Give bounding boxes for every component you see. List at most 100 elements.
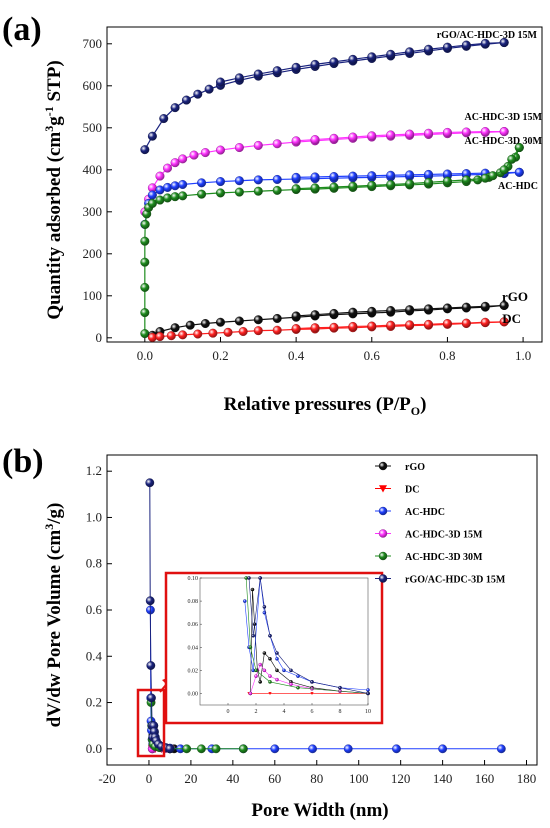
a-data-point: [178, 179, 188, 189]
label-ac-hdc: AC-HDC: [498, 181, 538, 192]
inset-y-tick-label: 0.04: [188, 645, 199, 651]
b-data-point: [196, 744, 206, 754]
a-data-point: [367, 180, 377, 190]
legend-item-dc: DC: [375, 485, 419, 496]
a-data-point: [272, 185, 282, 195]
a-data-point: [499, 38, 509, 48]
a-data-point: [197, 189, 207, 199]
inset-plot: 0.00 0.02 0.04 0.06 0.08 0.10 0 2 4 6 8 10: [164, 571, 384, 725]
label-ac-hdc-3d-15m: AC-HDC-3D 15M: [465, 112, 543, 123]
a-x-tick-label: 1.0: [515, 348, 531, 363]
b-data-point: [145, 478, 155, 488]
label-rgo: rGO: [502, 289, 528, 304]
a-data-point: [253, 186, 263, 196]
panel-a-y-axis-label-sup1: 3: [42, 126, 56, 132]
inset-y-ticks: 0.00 0.02 0.04 0.06 0.08 0.10: [188, 576, 202, 697]
a-data-point: [310, 310, 320, 320]
a-data-point: [514, 143, 524, 153]
a-y-tick-label: 500: [83, 120, 103, 135]
b-y-tick-label: 0.0: [86, 741, 102, 756]
a-data-point: [155, 171, 165, 181]
a-adsorption-line: [144, 147, 520, 334]
a-data-point: [514, 167, 524, 177]
inset-x-tick-label: 4: [283, 709, 286, 715]
inset-data-point: [275, 668, 279, 673]
a-data-point: [310, 135, 320, 145]
panel-a-label: (a): [2, 11, 42, 48]
b-x-tick-label: 100: [349, 771, 369, 786]
a-data-point: [386, 306, 396, 316]
inset-y-tick-label: 0.08: [188, 599, 199, 605]
panel-a-y-axis-label-sup2: -1: [42, 106, 56, 116]
inset-data-point: [268, 633, 272, 638]
panel-a-y-axis-label-mid: g: [44, 116, 65, 126]
panel-b-y-axis-label-end: /g): [44, 503, 65, 525]
a-data-point: [348, 307, 358, 317]
b-y-tick-label: 1.2: [86, 463, 102, 478]
panel-b-plot: 0.00.20.40.60.81.01.2 -20 0 20 40 60 80 100 120…: [86, 454, 538, 786]
legend-label: AC-HDC-3D 15M: [405, 530, 483, 541]
inset-data-point: [282, 668, 286, 673]
inset-data-point: [262, 651, 267, 655]
legend-label: AC-HDC-3D 30M: [405, 552, 483, 563]
b-x-tick-label: 180: [517, 771, 537, 786]
inset-data-point: [254, 668, 258, 673]
a-data-point: [499, 317, 509, 327]
a-data-point: [223, 327, 233, 337]
a-data-point: [272, 174, 282, 184]
a-x-tick-label: 0.6: [364, 348, 381, 363]
a-data-point: [461, 318, 471, 328]
inset-data-point: [248, 691, 253, 696]
a-data-point: [166, 331, 176, 341]
inset-series-rgo-ac-hdc-3d-15m: [247, 576, 370, 696]
a-data-point: [193, 89, 203, 99]
a-data-point: [424, 319, 434, 329]
legend-label: rGO: [405, 462, 425, 473]
a-data-point: [461, 127, 471, 137]
a-data-point: [291, 172, 301, 182]
inset-data-point: [338, 685, 342, 690]
a-data-point: [140, 282, 150, 292]
b-x-tick-label: 80: [310, 771, 323, 786]
a-x-tick-label: 0.0: [137, 348, 153, 363]
b-y-tick-label: 0.6: [86, 602, 103, 617]
b-data-point: [392, 744, 401, 754]
a-data-point: [442, 127, 452, 137]
legend: rGO DC AC-HDC AC-HDC-3D 15M AC-HDC-3D 30M rGO…: [375, 461, 506, 586]
a-data-point: [215, 177, 225, 187]
a-data-point: [442, 176, 452, 186]
a-data-point: [215, 77, 225, 87]
legend-item-rgo: rGO: [375, 461, 425, 473]
a-data-point: [329, 182, 339, 192]
a-data-point: [163, 193, 173, 203]
a-data-point: [234, 176, 244, 186]
panel-a-y-axis-label-end: STP): [44, 60, 65, 106]
a-data-point: [234, 316, 244, 326]
a-data-point: [140, 329, 150, 339]
b-data-point: [211, 744, 221, 754]
a-desorption-line: [220, 41, 505, 83]
a-data-point: [348, 132, 358, 142]
a-y-tick-label: 400: [83, 162, 103, 177]
b-x-tick-label: 120: [391, 771, 411, 786]
a-data-point: [310, 172, 320, 182]
inset-y-tick-label: 0.10: [188, 576, 199, 582]
panel-a-x-axis-label-main: Relative pressures (P/P: [224, 394, 412, 415]
a-data-point: [461, 302, 471, 312]
b-x-tick-label: 160: [475, 771, 495, 786]
a-data-point: [291, 311, 301, 321]
b-x-tick-label: 140: [433, 771, 453, 786]
a-data-point: [424, 177, 434, 187]
inset-data-point: [268, 692, 272, 696]
inset-data-point: [258, 680, 263, 684]
b-data-point: [438, 744, 448, 754]
inset-data-point: [242, 599, 247, 603]
inset-data-point: [262, 668, 267, 673]
b-data-point: [238, 744, 248, 754]
a-series-ac-hdc-3d-15m: [140, 127, 509, 217]
a-data-point: [204, 84, 214, 94]
inset-data-point: [268, 674, 272, 678]
inset-data-point: [275, 677, 279, 682]
a-data-point: [170, 323, 180, 333]
b-data-point: [496, 744, 506, 754]
